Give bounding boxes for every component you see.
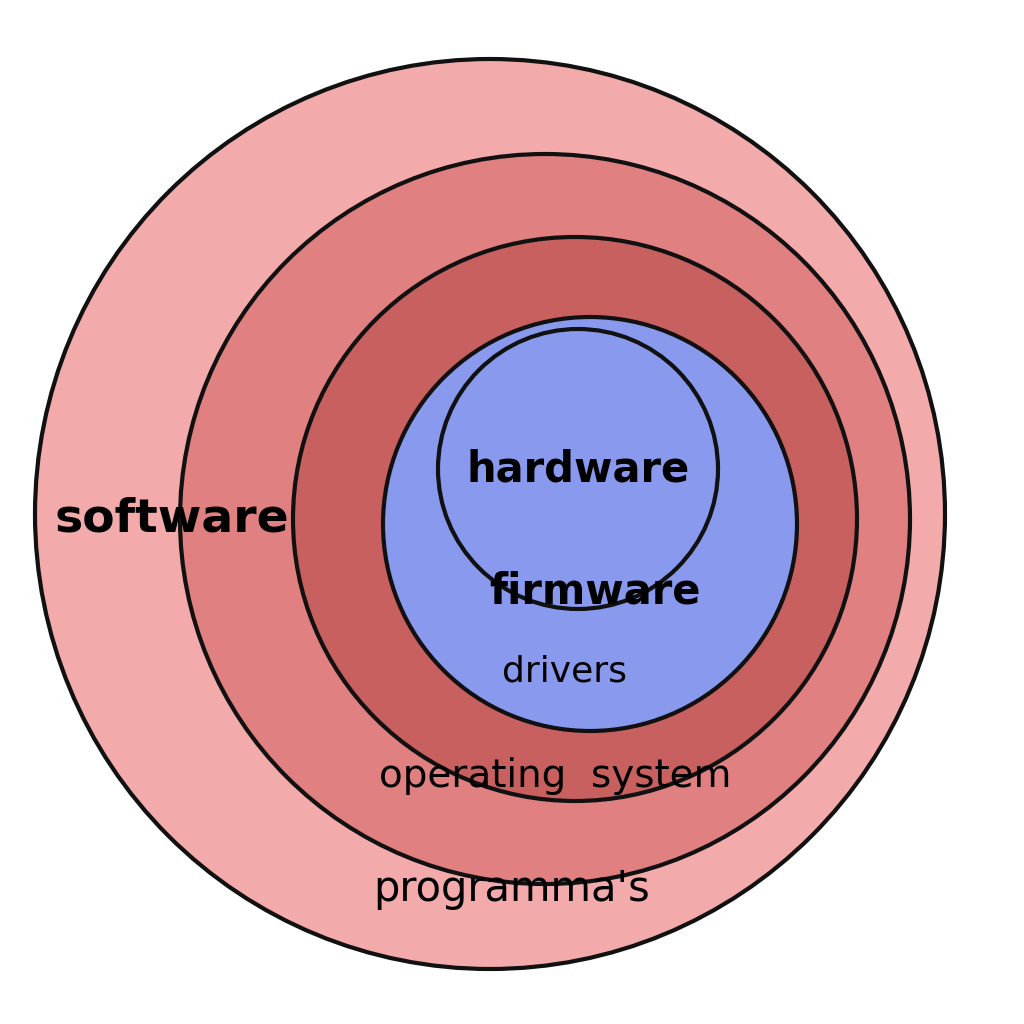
Circle shape (383, 317, 797, 731)
Text: firmware: firmware (489, 571, 700, 613)
Text: programma's: programma's (374, 868, 650, 910)
Circle shape (180, 154, 910, 884)
Circle shape (438, 329, 718, 609)
Text: operating  system: operating system (379, 757, 731, 795)
Text: hardware: hardware (466, 449, 689, 490)
Circle shape (35, 59, 945, 969)
Text: drivers: drivers (503, 655, 628, 689)
Text: software: software (54, 497, 290, 542)
Circle shape (293, 237, 857, 801)
